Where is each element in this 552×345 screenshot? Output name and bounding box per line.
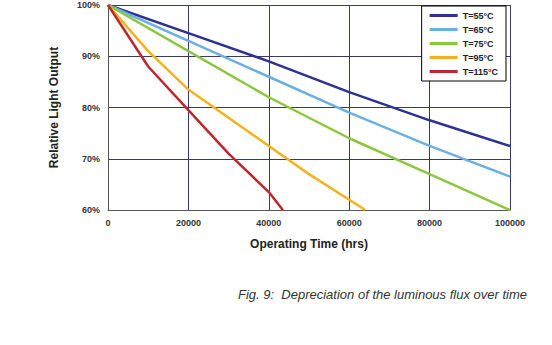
svg-text:80000: 80000 <box>417 218 442 228</box>
svg-text:T=115°C: T=115°C <box>463 67 499 77</box>
svg-text:T=65°C: T=65°C <box>463 25 494 35</box>
svg-text:T=75°C: T=75°C <box>463 39 494 49</box>
svg-text:100000: 100000 <box>495 218 525 228</box>
svg-text:70%: 70% <box>82 154 100 164</box>
svg-text:20000: 20000 <box>176 218 201 228</box>
svg-text:40000: 40000 <box>256 218 281 228</box>
svg-text:T=95°C: T=95°C <box>463 53 494 63</box>
svg-text:Operating Time (hrs): Operating Time (hrs) <box>250 237 368 251</box>
svg-text:T=55°C: T=55°C <box>463 11 494 21</box>
svg-text:90%: 90% <box>82 51 100 61</box>
svg-text:60%: 60% <box>82 205 100 215</box>
svg-text:80%: 80% <box>82 103 100 113</box>
svg-text:60000: 60000 <box>337 218 362 228</box>
svg-text:0: 0 <box>105 218 110 228</box>
svg-text:100%: 100% <box>77 0 100 10</box>
svg-text:Fig. 9: Depreciation of the l: Fig. 9: Depreciation of the luminous flu… <box>238 287 527 302</box>
svg-text:Relative Light Output: Relative Light Output <box>47 47 61 168</box>
